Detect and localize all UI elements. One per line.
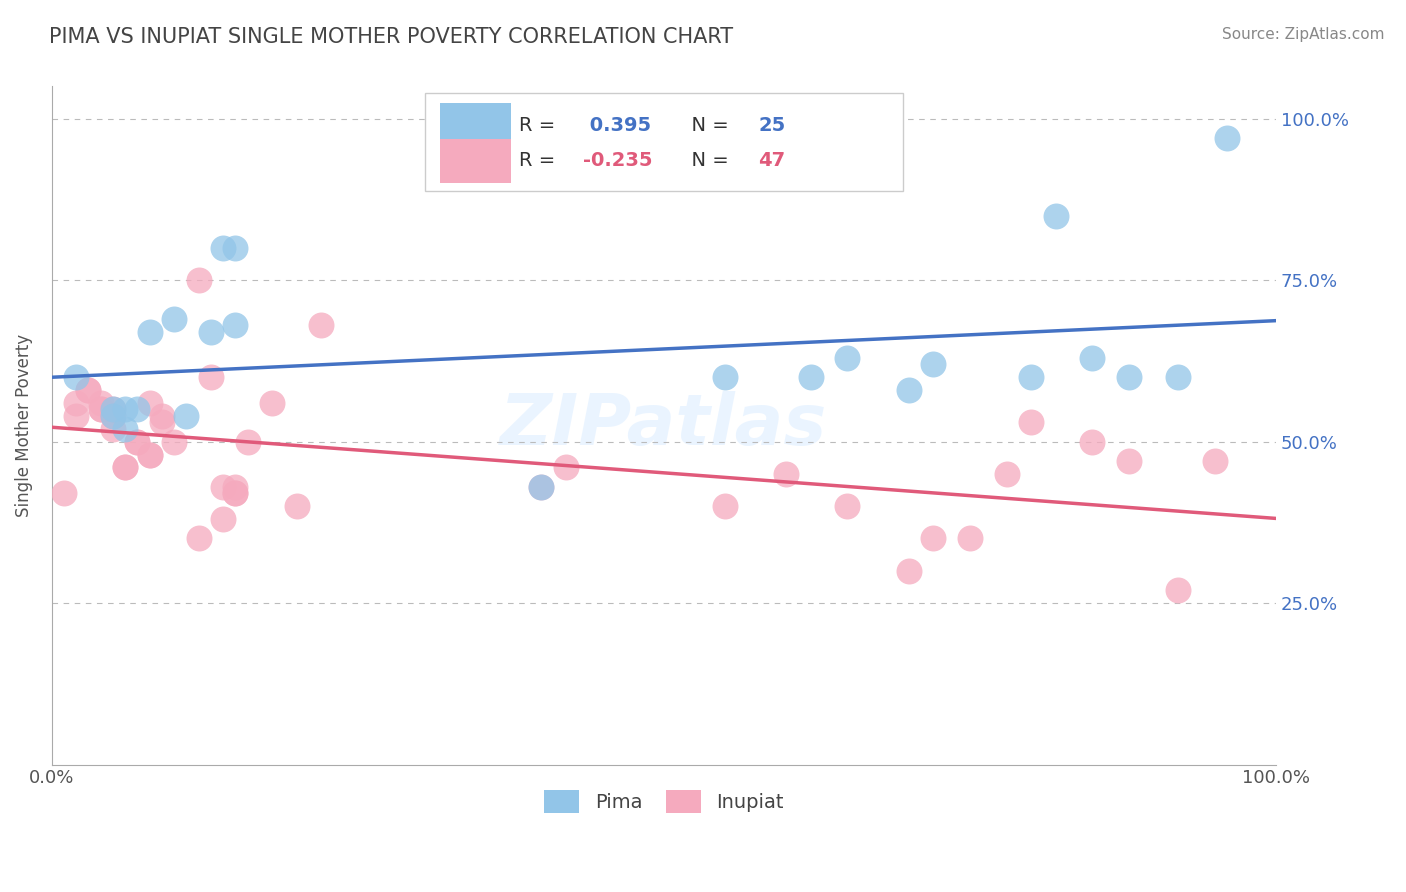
Point [1204,454,1226,468]
Point [922,357,945,371]
Text: R =: R = [519,152,562,170]
Point [53,486,76,500]
Point [138,448,160,462]
Point [114,460,136,475]
Point [127,434,149,449]
Text: PIMA VS INUPIAT SINGLE MOTHER POVERTY CORRELATION CHART: PIMA VS INUPIAT SINGLE MOTHER POVERTY CO… [49,27,734,46]
Point [224,486,246,500]
Point [138,396,160,410]
Point [163,311,186,326]
Point [555,460,578,475]
Text: N =: N = [679,116,734,135]
Point [114,402,136,417]
Text: N =: N = [679,152,734,170]
Point [530,480,553,494]
Point [127,402,149,417]
Point [212,241,235,255]
Point [959,532,981,546]
Point [212,480,235,494]
Point [101,422,124,436]
Point [1167,370,1189,384]
Point [65,396,87,410]
Point [77,383,100,397]
Point [138,448,160,462]
Point [309,318,332,333]
Point [114,460,136,475]
Point [163,434,186,449]
Text: 0.395: 0.395 [583,116,651,135]
Text: Source: ZipAtlas.com: Source: ZipAtlas.com [1222,27,1385,42]
Point [1118,370,1140,384]
Point [995,467,1018,481]
Point [236,434,259,449]
Point [224,318,246,333]
Point [837,499,859,513]
Point [138,325,160,339]
FancyBboxPatch shape [440,139,510,183]
Point [200,325,222,339]
Point [200,370,222,384]
Point [224,486,246,500]
Point [1081,434,1104,449]
Point [114,422,136,436]
Point [127,434,149,449]
Point [285,499,308,513]
Point [262,396,284,410]
Point [90,402,112,417]
Text: R =: R = [519,116,562,135]
Point [187,532,209,546]
Point [1081,351,1104,365]
Legend: Pima, Inupiat: Pima, Inupiat [534,780,793,822]
FancyBboxPatch shape [440,103,510,147]
Point [922,532,945,546]
Point [90,396,112,410]
Point [176,409,198,423]
Point [1019,415,1042,429]
Point [897,383,920,397]
Point [714,370,737,384]
Point [150,415,173,429]
Point [775,467,797,481]
Point [150,409,173,423]
Point [1045,209,1067,223]
Point [187,273,209,287]
Point [65,409,87,423]
Point [714,499,737,513]
Point [530,480,553,494]
Point [1167,583,1189,598]
Point [897,564,920,578]
Text: ZIPatlas: ZIPatlas [501,391,828,460]
Text: 47: 47 [758,152,785,170]
Point [1118,454,1140,468]
Point [65,370,87,384]
Point [800,370,823,384]
Point [101,402,124,417]
Point [77,383,100,397]
Point [212,512,235,526]
Text: -0.235: -0.235 [583,152,652,170]
Point [101,402,124,417]
Y-axis label: Single Mother Poverty: Single Mother Poverty [15,334,32,517]
Point [1216,131,1239,145]
Point [1019,370,1042,384]
Point [224,480,246,494]
Point [90,402,112,417]
Point [837,351,859,365]
Text: 25: 25 [758,116,786,135]
Point [101,409,124,423]
Point [224,241,246,255]
FancyBboxPatch shape [425,93,903,192]
Point [101,409,124,423]
